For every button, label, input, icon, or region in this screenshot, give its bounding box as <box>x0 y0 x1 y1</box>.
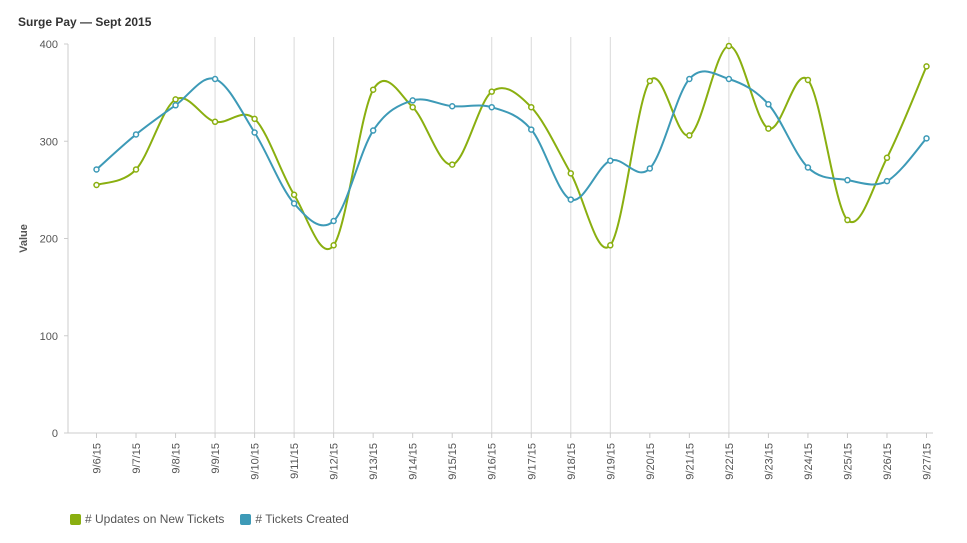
x-tick-label: 9/13/15 <box>368 443 380 480</box>
x-tick-label: 9/24/15 <box>803 443 815 480</box>
data-point-series-2[interactable] <box>211 75 219 83</box>
x-tick-label: 9/25/15 <box>842 443 854 480</box>
data-point-series-2[interactable] <box>528 126 535 133</box>
data-point-series-1[interactable] <box>686 132 693 139</box>
data-point-series-1[interactable] <box>330 242 337 249</box>
series-line-2 <box>95 70 928 227</box>
legend: # Updates on New Tickets # Tickets Creat… <box>70 512 349 526</box>
data-point-series-2[interactable] <box>409 97 416 104</box>
chart-title: Surge Pay — Sept 2015 <box>18 15 152 29</box>
x-tick-label: 9/14/15 <box>408 443 420 480</box>
x-tick-label: 9/18/15 <box>566 443 578 480</box>
data-point-series-2[interactable] <box>93 166 100 173</box>
x-tick-label: 9/23/15 <box>763 443 775 480</box>
data-point-series-2[interactable] <box>923 135 930 142</box>
data-point-series-2[interactable] <box>607 157 614 164</box>
data-point-series-1[interactable] <box>488 88 495 95</box>
legend-swatch-series-1 <box>70 513 81 525</box>
series-points <box>93 42 930 249</box>
legend-label-series-2: # Tickets Created <box>255 512 349 526</box>
data-point-series-1[interactable] <box>369 86 377 93</box>
data-point-series-1[interactable] <box>607 242 614 249</box>
y-tick-label: 100 <box>40 331 58 343</box>
axes <box>67 44 933 434</box>
vertical-marker-lines <box>214 37 730 433</box>
data-point-series-1[interactable] <box>172 96 179 103</box>
x-tick-label: 9/21/15 <box>684 443 696 480</box>
x-tick-label: 9/7/15 <box>131 443 143 474</box>
data-point-series-2[interactable] <box>765 101 772 108</box>
legend-label-series-1: # Updates on New Tickets <box>85 512 225 526</box>
y-tick-label: 300 <box>40 136 58 148</box>
x-tick-label: 9/16/15 <box>487 443 499 480</box>
series-line-1 <box>96 44 928 250</box>
x-tick-label: 9/10/15 <box>250 443 262 480</box>
data-point-series-1[interactable] <box>409 103 416 111</box>
data-point-series-1[interactable] <box>93 181 100 189</box>
data-point-series-1[interactable] <box>290 191 298 198</box>
data-point-series-1[interactable] <box>567 170 575 177</box>
data-point-series-1[interactable] <box>765 125 772 132</box>
data-point-series-1[interactable] <box>725 42 733 50</box>
x-tick-label: 9/11/15 <box>289 443 301 479</box>
y-tick-label: 200 <box>40 234 58 246</box>
legend-swatch-series-2 <box>240 513 252 525</box>
x-tick-label: 9/8/15 <box>171 443 183 474</box>
legend-item-series-2[interactable]: # Tickets Created <box>240 512 349 526</box>
x-tick-label: 9/6/15 <box>92 443 104 474</box>
series-lines <box>95 44 928 250</box>
data-point-series-2[interactable] <box>251 129 258 136</box>
data-point-series-1[interactable] <box>804 76 812 84</box>
x-tick-label: 9/22/15 <box>724 443 736 480</box>
data-point-series-2[interactable] <box>172 102 179 109</box>
x-axis-ticks: 9/6/15 9/7/15 9/8/15 9/9/15 9/10/15 9/11/15 9/… <box>92 433 934 480</box>
legend-item-series-1[interactable]: # Updates on New Tickets <box>70 512 224 526</box>
x-tick-label: 9/17/15 <box>526 443 538 480</box>
x-tick-label: 9/12/15 <box>329 443 341 480</box>
data-point-series-2[interactable] <box>488 103 495 111</box>
data-point-series-1[interactable] <box>448 161 456 168</box>
x-tick-label: 9/15/15 <box>447 443 459 480</box>
data-point-series-2[interactable] <box>804 164 812 171</box>
data-point-series-2[interactable] <box>883 177 891 185</box>
x-tick-label: 9/9/15 <box>210 443 222 474</box>
data-point-series-2[interactable] <box>369 127 377 134</box>
data-point-series-2[interactable] <box>686 75 693 83</box>
data-point-series-1[interactable] <box>251 115 258 123</box>
data-point-series-2[interactable] <box>132 131 140 138</box>
data-point-series-2[interactable] <box>448 102 456 110</box>
data-point-series-1[interactable] <box>883 154 891 162</box>
y-axis-ticks: 0 100 200 300 400 <box>40 39 68 440</box>
x-tick-label: 9/26/15 <box>882 443 894 480</box>
data-point-series-2[interactable] <box>844 176 851 184</box>
data-point-series-1[interactable] <box>923 63 930 70</box>
data-point-series-1[interactable] <box>528 103 535 111</box>
data-point-series-1[interactable] <box>844 216 851 224</box>
data-point-series-2[interactable] <box>567 196 575 203</box>
x-tick-label: 9/20/15 <box>645 443 657 480</box>
y-tick-label: 0 <box>52 428 58 440</box>
data-point-series-2[interactable] <box>290 200 298 207</box>
x-tick-label: 9/27/15 <box>922 443 934 480</box>
data-point-series-1[interactable] <box>211 118 219 126</box>
data-point-series-1[interactable] <box>646 77 654 85</box>
x-tick-label: 9/19/15 <box>605 443 617 480</box>
data-point-series-1[interactable] <box>132 166 140 173</box>
data-point-series-2[interactable] <box>725 75 733 83</box>
data-point-series-2[interactable] <box>330 217 337 225</box>
y-axis-title: Value <box>18 224 30 253</box>
y-tick-label: 400 <box>40 39 58 51</box>
data-point-series-2[interactable] <box>646 165 654 172</box>
